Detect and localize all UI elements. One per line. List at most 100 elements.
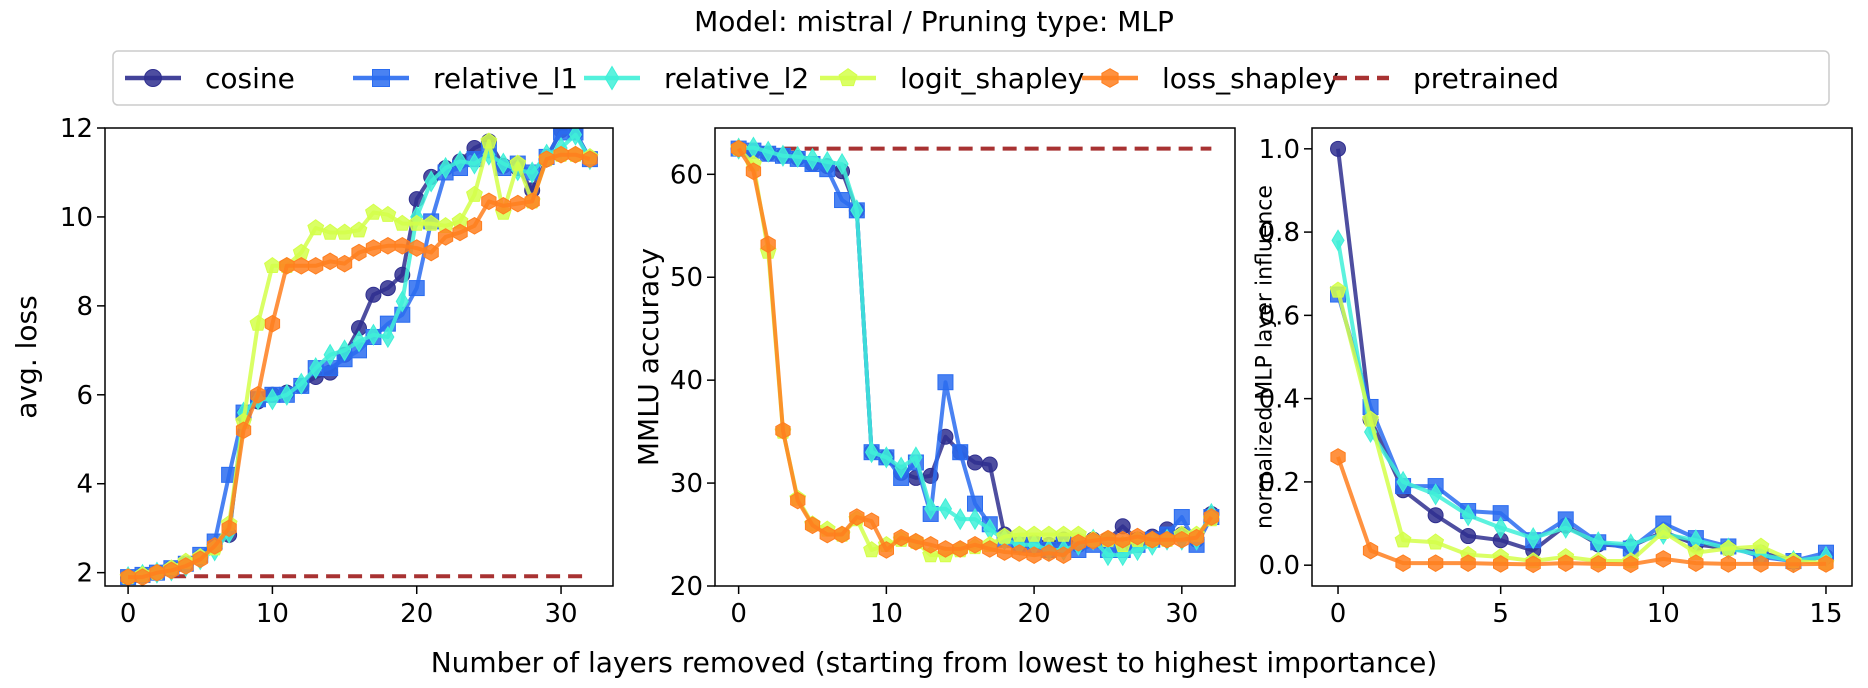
data-point-loss_shapley bbox=[308, 257, 324, 275]
data-point-loss_shapley bbox=[567, 145, 584, 164]
y-tick-label: 0.0 bbox=[1259, 551, 1300, 581]
data-point-logit_shapley bbox=[379, 205, 397, 222]
data-point-loss_shapley bbox=[409, 239, 425, 257]
legend-label: relative_l2 bbox=[664, 62, 809, 95]
data-point-cosine bbox=[1330, 140, 1347, 157]
data-point-relative_l2 bbox=[1461, 504, 1475, 527]
y-tick-label: 60 bbox=[670, 160, 703, 190]
data-point-loss_shapley bbox=[510, 194, 526, 213]
data-point-loss_shapley bbox=[120, 568, 136, 586]
data-point-loss_shapley bbox=[1818, 555, 1834, 573]
data-point-relative_l1 bbox=[1173, 509, 1190, 526]
data-point-loss_shapley bbox=[235, 421, 252, 440]
x-tick-label: 30 bbox=[544, 599, 577, 629]
legend-item-relative_l2: relative_l2 bbox=[584, 62, 809, 95]
data-point-relative_l2 bbox=[337, 339, 352, 362]
series-cosine bbox=[730, 140, 1220, 553]
series-loss_shapley bbox=[731, 139, 1219, 564]
data-point-loss_shapley bbox=[1623, 555, 1639, 574]
data-point-relative_l2 bbox=[395, 290, 409, 313]
data-point-loss_shapley bbox=[1056, 546, 1072, 564]
legend-label: pretrained bbox=[1413, 62, 1559, 95]
plot-area bbox=[1329, 140, 1835, 574]
y-tick-label: 20 bbox=[670, 572, 703, 602]
data-point-relative_l2 bbox=[309, 357, 323, 380]
legend-item-relative_l1: relative_l1 bbox=[353, 62, 578, 95]
data-point-loss_shapley bbox=[394, 237, 410, 255]
data-point-relative_l2 bbox=[366, 323, 381, 346]
series-relative_l1 bbox=[1330, 286, 1834, 570]
data-point-relative_l2 bbox=[865, 441, 879, 464]
series-line-logit_shapley bbox=[737, 147, 1213, 558]
data-point-relative_l1 bbox=[952, 444, 969, 461]
figure-xlabel: Number of layers removed (starting from … bbox=[431, 646, 1438, 679]
data-point-relative_l2 bbox=[835, 152, 849, 176]
data-point-logit_shapley bbox=[264, 256, 281, 273]
x-tick-label: 15 bbox=[1809, 599, 1842, 629]
data-point-loss_shapley bbox=[982, 540, 998, 558]
data-point-loss_shapley bbox=[221, 519, 237, 537]
y-tick-label: 0.2 bbox=[1259, 468, 1300, 498]
y-tick-label: 0.4 bbox=[1259, 385, 1300, 415]
data-point-loss_shapley bbox=[380, 237, 396, 255]
data-point-loss_shapley bbox=[1558, 554, 1574, 572]
legend-marker bbox=[1101, 68, 1119, 88]
data-point-logit_shapley bbox=[1752, 537, 1770, 554]
y-tick-label: 1.0 bbox=[1259, 135, 1300, 165]
data-point-relative_l2 bbox=[352, 330, 366, 353]
data-point-logit_shapley bbox=[863, 541, 880, 558]
series-line-logit_shapley bbox=[1336, 289, 1827, 566]
y-tick-label: 12 bbox=[60, 114, 93, 144]
legend-marker bbox=[372, 69, 390, 87]
data-point-logit_shapley bbox=[1040, 525, 1058, 542]
panel-avg-loss: 0 10 20 30 2 4 6 8 10 12 avg. loss bbox=[10, 114, 614, 629]
legend-item-cosine: cosine bbox=[125, 62, 295, 95]
data-point-relative_l2 bbox=[294, 372, 308, 395]
legend-marker bbox=[838, 68, 858, 87]
data-point-loss_shapley bbox=[1655, 550, 1671, 568]
data-point-loss_shapley bbox=[923, 536, 939, 554]
data-point-loss_shapley bbox=[1159, 530, 1175, 549]
series-line-loss_shapley bbox=[128, 152, 591, 580]
data-point-loss_shapley bbox=[1753, 555, 1769, 573]
data-point-loss_shapley bbox=[250, 385, 266, 404]
data-point-relative_l2 bbox=[1429, 483, 1443, 506]
data-point-relative_l2 bbox=[850, 199, 864, 222]
data-point-cosine bbox=[981, 456, 998, 473]
y-axis-label: MMLU accuracy bbox=[632, 248, 665, 466]
data-point-relative_l2 bbox=[761, 140, 775, 163]
data-point-relative_l2 bbox=[381, 325, 395, 349]
axes-frame bbox=[1311, 127, 1853, 587]
data-point-relative_l2 bbox=[1101, 544, 1115, 567]
data-point-cosine bbox=[1427, 507, 1444, 524]
data-point-logit_shapley bbox=[1329, 281, 1347, 298]
data-point-loss_shapley bbox=[1362, 541, 1379, 560]
data-point-relative_l2 bbox=[776, 144, 790, 167]
data-point-relative_l2 bbox=[280, 383, 294, 406]
y-tick-label: 0.6 bbox=[1259, 301, 1300, 331]
data-point-loss_shapley bbox=[1026, 546, 1042, 564]
data-point-relative_l1 bbox=[937, 374, 954, 391]
data-point-loss_shapley bbox=[192, 550, 208, 569]
x-tick-label: 10 bbox=[256, 599, 289, 629]
data-point-logit_shapley bbox=[1025, 525, 1043, 542]
x-tick-label: 20 bbox=[1018, 599, 1051, 629]
data-point-loss_shapley bbox=[819, 525, 835, 544]
data-point-loss_shapley bbox=[365, 239, 382, 257]
data-point-relative_l1 bbox=[834, 192, 851, 209]
data-point-relative_l2 bbox=[265, 388, 279, 411]
data-point-loss_shapley bbox=[481, 192, 497, 211]
y-axis-label: avg. loss bbox=[10, 295, 43, 418]
data-point-loss_shapley bbox=[1041, 544, 1057, 562]
data-point-loss_shapley bbox=[804, 516, 821, 535]
data-point-logit_shapley bbox=[1055, 525, 1073, 542]
data-point-relative_l2 bbox=[1559, 516, 1573, 539]
data-point-loss_shapley bbox=[1070, 533, 1087, 552]
figure-title: Model: mistral / Pruning type: MLP bbox=[694, 5, 1174, 38]
data-point-logit_shapley bbox=[408, 214, 426, 231]
y-tick-label: 2 bbox=[76, 559, 93, 589]
y-tick-label: 8 bbox=[76, 292, 93, 322]
x-tick-label: 0 bbox=[1330, 599, 1347, 629]
legend-label: loss_shapley bbox=[1162, 62, 1339, 95]
